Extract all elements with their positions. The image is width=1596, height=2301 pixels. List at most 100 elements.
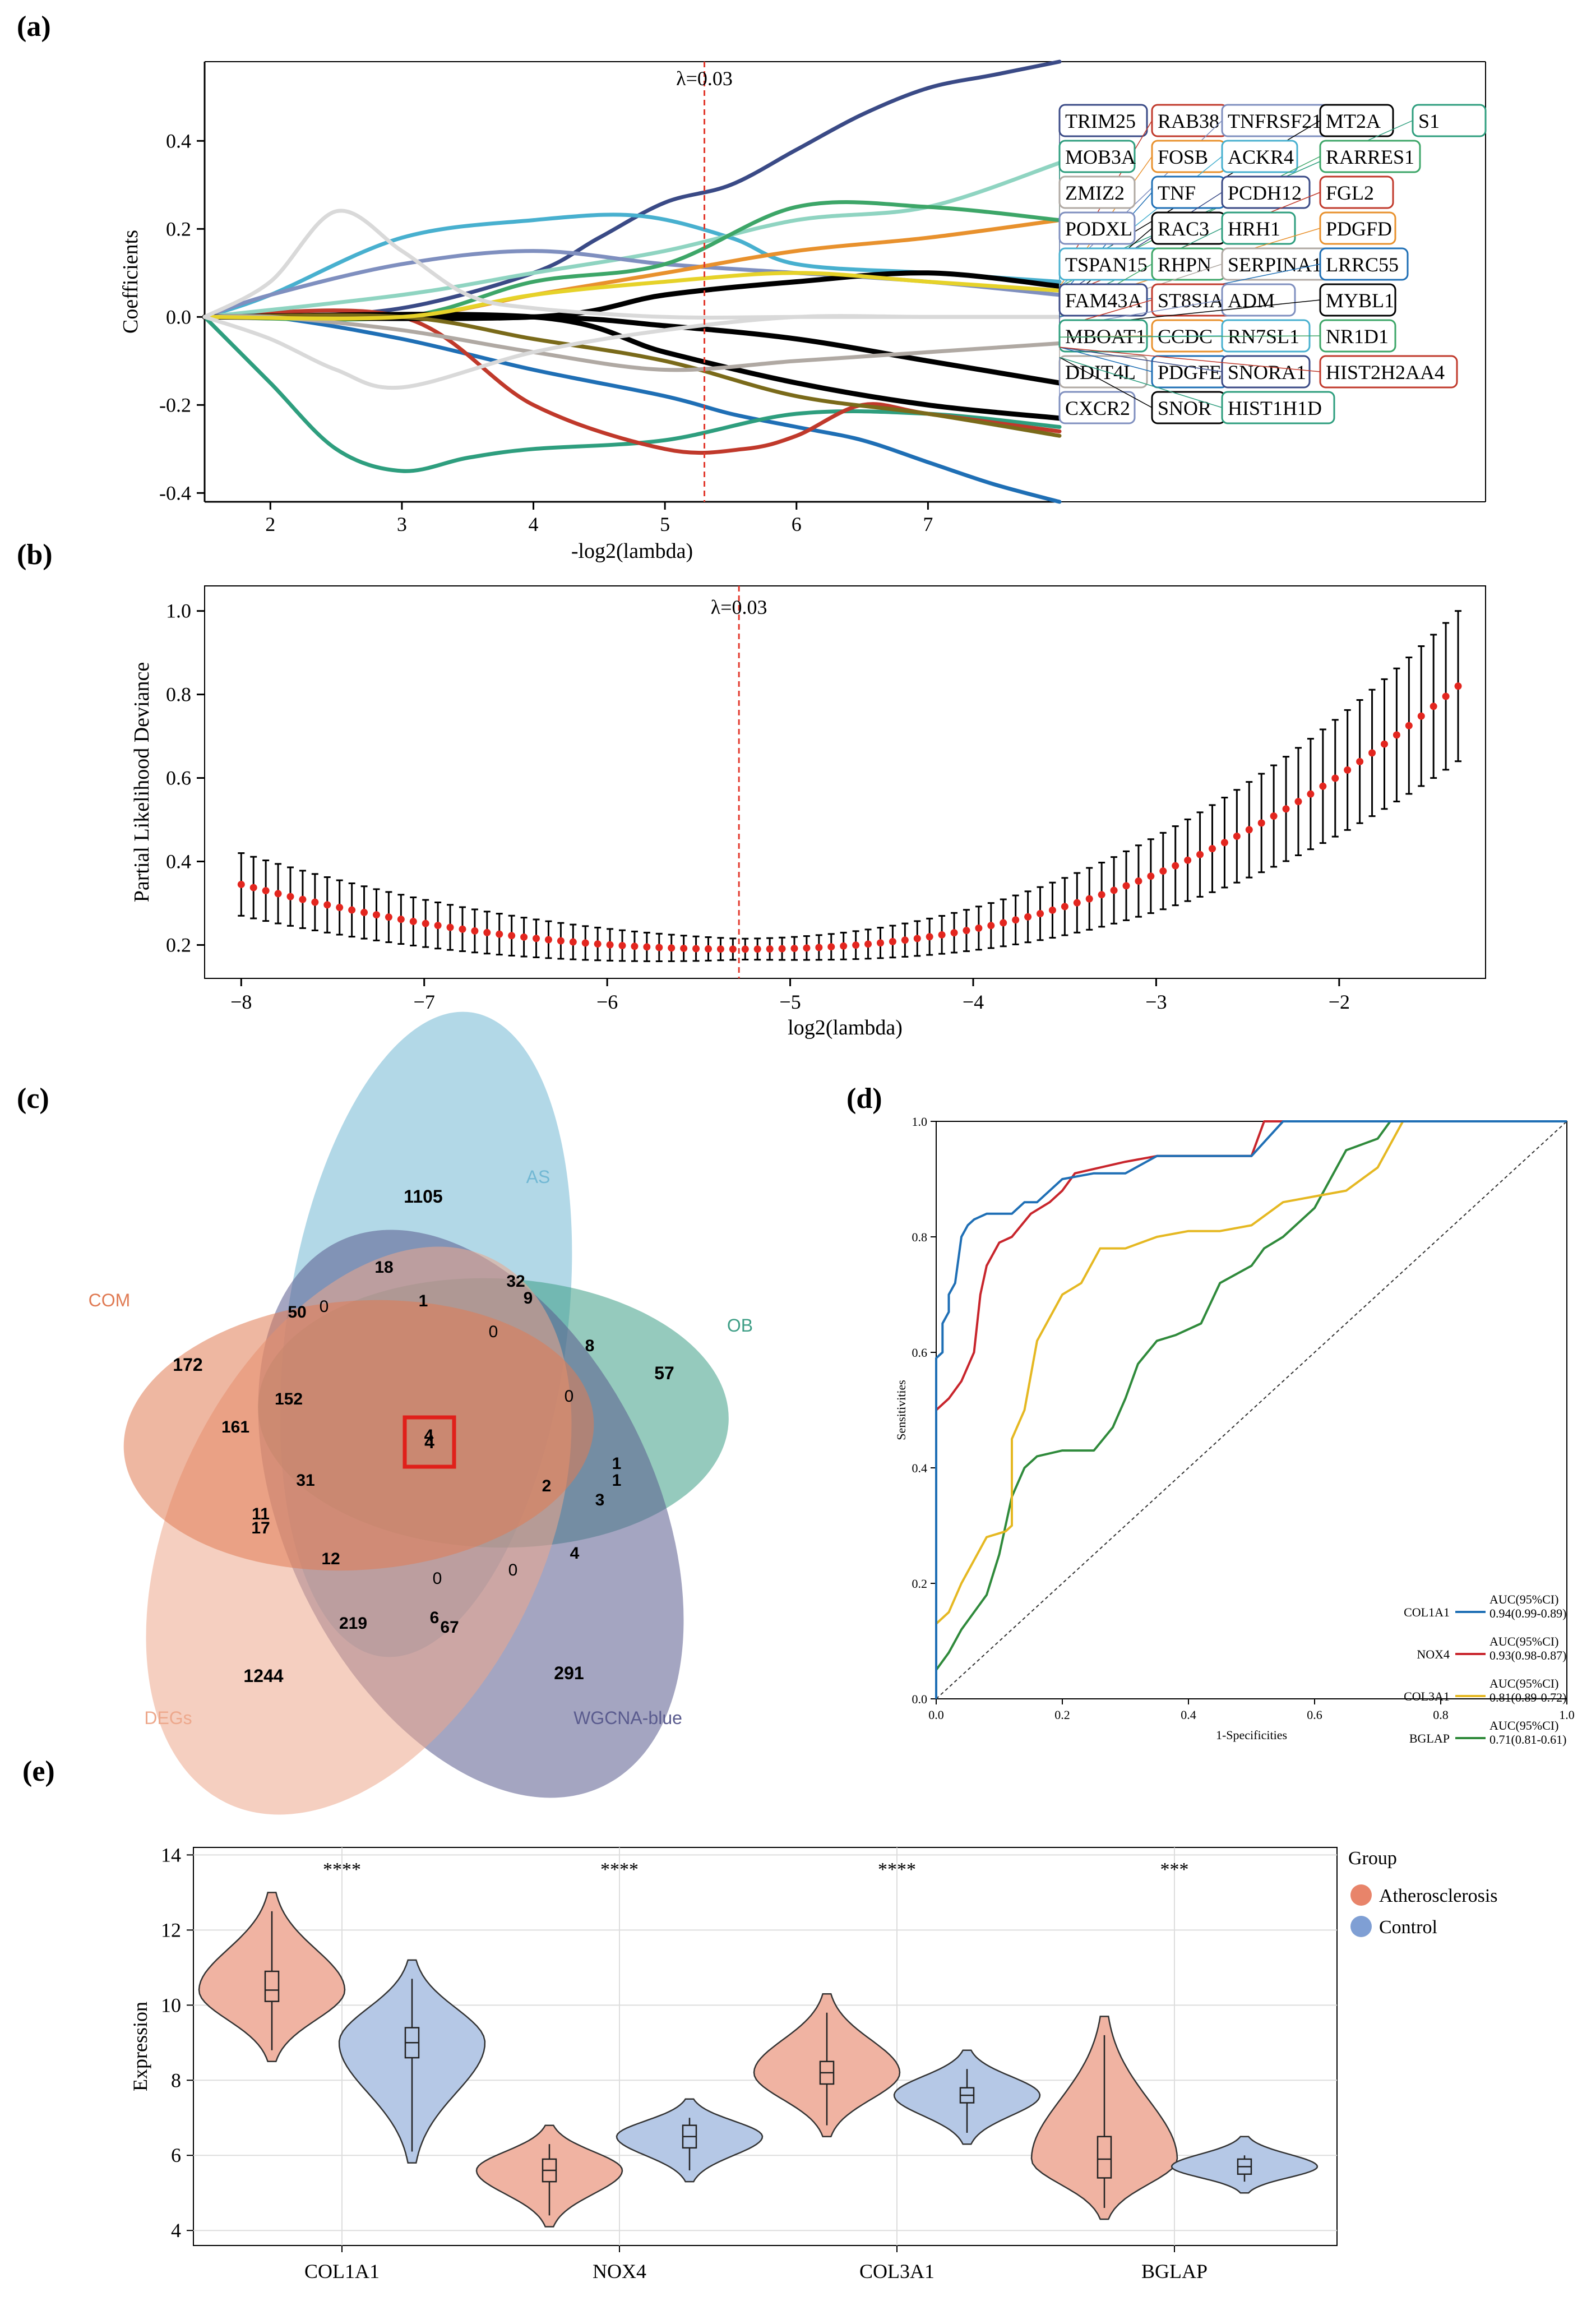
x-axis-title: log2(lambda) [788, 1016, 903, 1039]
deviance-point [459, 925, 466, 933]
gene-connector [1059, 335, 1321, 338]
gene-label: SNORA1 [1228, 361, 1306, 383]
roc-curve-bglap [935, 1120, 1567, 1699]
x-tick-label: −5 [779, 991, 801, 1013]
deviance-point [1331, 774, 1339, 782]
deviance-point [938, 931, 946, 939]
y-axis-title: Partial Likelihood Deviance [130, 662, 154, 902]
deviance-point [766, 945, 774, 953]
x-tick-label: −7 [414, 991, 435, 1013]
deviance-point [606, 941, 614, 949]
x-tick-label: 3 [397, 513, 407, 535]
deviance-point [1085, 895, 1093, 903]
x-tick-label: −6 [596, 991, 618, 1013]
venn-count: 4 [424, 1426, 434, 1445]
deviance-point [692, 945, 700, 953]
venn-count: 1 [419, 1292, 428, 1310]
y-tick-label: 10 [161, 1994, 181, 2016]
x-tick-label: COL3A1 [859, 2260, 935, 2282]
deviance-point [1073, 899, 1081, 907]
deviance-point [950, 929, 958, 937]
venn-set-label: WGCNA-blue [573, 1708, 682, 1728]
y-tick-label: 0.6 [912, 1346, 928, 1360]
deviance-point [262, 887, 270, 895]
roc-curve-col1a1 [935, 1120, 1567, 1699]
x-tick-label: −2 [1329, 991, 1350, 1013]
gene-label: FGL2 [1326, 182, 1374, 204]
legend-auc-header: AUC(95%CI) [1489, 1634, 1558, 1648]
legend-gene: COL1A1 [1404, 1605, 1450, 1619]
deviance-point [716, 945, 724, 953]
lambda-label: λ=0.03 [676, 67, 733, 90]
y-tick-label: 0.6 [166, 767, 191, 789]
deviance-point [1442, 692, 1450, 700]
y-tick-label: 6 [171, 2144, 181, 2166]
venn-count: 50 [288, 1303, 306, 1322]
deviance-point [237, 880, 245, 888]
gene-label: RAB38 [1158, 110, 1219, 132]
deviance-point [741, 945, 749, 953]
deviance-point [668, 944, 676, 952]
lambda-label: λ=0.03 [711, 596, 767, 618]
deviance-point [520, 933, 528, 941]
gene-label: PODXL [1065, 218, 1132, 240]
panel-label-b: (b) [17, 539, 53, 571]
deviance-point [1135, 877, 1142, 885]
y-tick-label: 14 [161, 1843, 181, 1866]
venn-count: 172 [173, 1355, 202, 1375]
venn-set-label: OB [727, 1315, 753, 1336]
deviance-point [778, 945, 786, 953]
legend-title: Group [1348, 1848, 1397, 1869]
venn-count: 8 [585, 1337, 595, 1355]
deviance-point [901, 936, 909, 944]
roc-curve-col3a1 [935, 1120, 1567, 1699]
gene-connector [1059, 357, 1153, 408]
deviance-point [544, 936, 552, 944]
deviance-point [1000, 919, 1007, 927]
y-axis-title: Sensitivities [894, 1380, 908, 1440]
panel-label-d: (d) [846, 1083, 882, 1115]
y-tick-label: 0.8 [912, 1230, 928, 1244]
deviance-point [729, 945, 737, 953]
deviance-point [1209, 845, 1216, 853]
deviance-point [1245, 826, 1253, 834]
x-tick-label: 0.8 [1433, 1708, 1449, 1722]
deviance-point [1196, 851, 1204, 858]
deviance-point [1368, 749, 1376, 757]
deviance-point [385, 913, 392, 921]
deviance-point [446, 923, 454, 931]
deviance-point [1356, 757, 1364, 765]
deviance-point [803, 944, 811, 952]
gene-label: S1 [1418, 110, 1440, 132]
violin-box [264, 1970, 280, 2002]
legend-auc-header: AUC(95%CI) [1489, 1676, 1558, 1690]
deviance-point [1061, 903, 1068, 911]
deviance-point [1430, 703, 1437, 710]
legend-gene: COL3A1 [1404, 1689, 1450, 1703]
deviance-point [348, 906, 356, 914]
deviance-point [1319, 782, 1327, 790]
x-tick-label: 1.0 [1559, 1708, 1575, 1722]
deviance-point [1307, 790, 1315, 798]
venn-count: 1105 [404, 1186, 442, 1207]
panel-b: −8 −7 −6 −5 −4 −3 −2 0.2 0.4 0.6 0.8 1.0 log2(lambda… [130, 585, 1486, 1039]
x-tick-label: 7 [923, 513, 933, 535]
legend-swatch [1350, 1884, 1372, 1906]
gene-label: PCDH12 [1228, 182, 1302, 204]
deviance-point [372, 911, 380, 919]
venn-set-label: DEGs [144, 1708, 192, 1728]
deviance-points [237, 610, 1462, 962]
venn-highlight-box [403, 1415, 456, 1469]
legend-gene: BGLAP [1409, 1731, 1450, 1745]
roc-legend: AUC(95%CI)COL1A1 0.94(0.99-0.89)AUC(95%CI… [1404, 1592, 1566, 1746]
gene-label: MOB3A [1065, 146, 1136, 168]
legend-auc-header: AUC(95%CI) [1489, 1718, 1558, 1732]
venn-count: 4 [570, 1544, 580, 1563]
venn-count: 6 [430, 1609, 440, 1627]
gene-label: PDGFE [1158, 361, 1222, 383]
legend-auc-header: AUC(95%CI) [1489, 1592, 1558, 1606]
y-axis-title: Expression [129, 2002, 151, 2091]
deviance-point [1098, 891, 1105, 899]
panel-d: 0.0 0.2 0.4 0.6 0.8 1.0 0.0 0.2 0.4 0.6 0.8 1.0 1-Sp… [894, 1115, 1575, 1746]
